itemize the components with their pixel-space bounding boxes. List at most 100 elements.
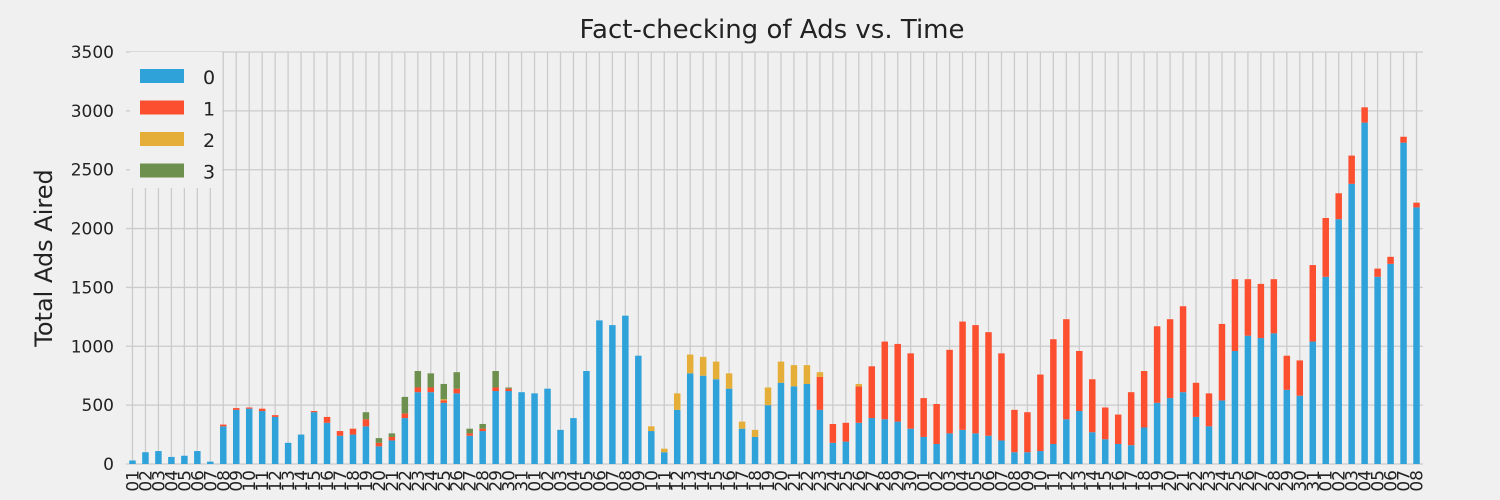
bar-series-0 — [362, 426, 370, 464]
bar-series-3 — [505, 387, 512, 389]
x-tick-label: 16 — [720, 470, 740, 492]
bar-series-1 — [323, 416, 331, 423]
bar-series-1 — [427, 387, 435, 393]
x-tick-label: 06 — [188, 470, 208, 492]
bar-series-0 — [453, 393, 460, 464]
x-tick-label: 17 — [331, 470, 351, 492]
x-tick-label: 15 — [305, 470, 325, 492]
legend-label-1: 1 — [203, 99, 215, 121]
bar-series-0 — [686, 373, 694, 464]
bar-series-1 — [388, 436, 396, 441]
bar-series-1 — [1192, 382, 1200, 417]
x-tick-label: 31 — [513, 470, 533, 492]
x-tick-label: 07 — [201, 470, 221, 492]
bar-series-0 — [310, 412, 318, 464]
bar-series-3 — [427, 373, 435, 388]
x-tick-label: 26 — [448, 470, 468, 492]
x-tick-label: 11 — [253, 470, 273, 492]
bar-series-0 — [1153, 402, 1161, 464]
bar-series-1 — [959, 321, 966, 430]
bar-series-1 — [1037, 374, 1044, 452]
x-tick-label: 28 — [474, 470, 494, 492]
x-tick-label: 08 — [214, 470, 234, 492]
bar-series-0 — [1011, 452, 1018, 464]
x-tick-label: 03 — [941, 470, 961, 492]
x-tick-label: 12 — [668, 470, 688, 492]
bar-series-1 — [1050, 339, 1057, 444]
bar-series-0 — [1114, 443, 1122, 464]
bar-series-1 — [1296, 360, 1304, 396]
bar-series-0 — [414, 392, 422, 464]
bar-series-2 — [673, 393, 681, 410]
x-tick-label: 25 — [435, 470, 455, 492]
bar-series-0 — [168, 456, 175, 464]
bar-series-0 — [1179, 392, 1187, 464]
bar-series-0 — [1387, 263, 1394, 464]
y-tick-label: 500 — [82, 396, 114, 416]
bar-series-0 — [1348, 183, 1355, 464]
bar-series-2 — [712, 361, 720, 380]
bar-series-2 — [777, 361, 785, 383]
bar-series-1 — [1205, 393, 1213, 427]
bar-series-0 — [194, 451, 201, 464]
bar-series-0 — [284, 442, 292, 464]
bar-series-1 — [505, 388, 512, 392]
bar-series-0 — [207, 461, 214, 464]
y-tick-label: 2000 — [71, 220, 114, 240]
x-tick-label: 03 — [149, 470, 169, 492]
bar-series-3 — [440, 383, 448, 400]
bar-series-2 — [790, 365, 798, 387]
x-tick-label: 14 — [1083, 470, 1103, 492]
y-tick-label: 3000 — [71, 102, 114, 122]
x-tick-label: 23 — [811, 470, 831, 492]
x-tick-label: 10 — [1031, 470, 1051, 492]
legend-label-0: 0 — [203, 67, 215, 89]
bar-series-1 — [1011, 409, 1018, 453]
x-tick-label: 09 — [629, 470, 649, 492]
bar-series-0 — [673, 409, 681, 464]
bar-series-0 — [1413, 207, 1420, 464]
bar-series-1 — [233, 408, 240, 410]
x-tick-label: 14 — [292, 470, 312, 492]
bar-series-1 — [492, 387, 499, 392]
x-tick-label: 04 — [1356, 470, 1376, 492]
bar-series-1 — [1400, 136, 1407, 143]
bar-series-1 — [842, 422, 850, 442]
bar-series-0 — [725, 388, 733, 464]
bar-series-2 — [803, 365, 811, 384]
bar-series-1 — [1127, 392, 1135, 446]
x-tick-label: 01 — [123, 470, 143, 492]
x-tick-label: 07 — [992, 470, 1012, 492]
bar-series-0 — [907, 428, 914, 464]
bar-series-3 — [414, 371, 422, 388]
bar-series-1 — [998, 353, 1005, 441]
bar-series-0 — [1166, 398, 1174, 464]
bar-series-1 — [258, 408, 266, 412]
x-tick-label: 01 — [526, 470, 546, 492]
x-tick-label: 27 — [461, 470, 481, 492]
bar-series-0 — [1270, 333, 1278, 464]
bar-series-1 — [479, 428, 486, 432]
x-tick-label: 24 — [824, 470, 844, 492]
x-tick-label: 13 — [1070, 470, 1090, 492]
bar-series-0 — [622, 315, 629, 464]
bar-series-1 — [868, 366, 876, 419]
x-tick-label: 19 — [357, 470, 377, 492]
x-tick-label: 12 — [1057, 470, 1077, 492]
bar-series-0 — [388, 440, 396, 464]
x-tick-label: 21 — [785, 470, 805, 492]
bar-series-0 — [635, 355, 642, 464]
bar-series-1 — [1413, 202, 1420, 208]
bar-series-1 — [1140, 371, 1148, 428]
bar-series-0 — [271, 416, 279, 464]
y-tick-label: 2500 — [71, 161, 114, 181]
x-tick-label: 18 — [1135, 470, 1155, 492]
bar-series-3 — [375, 438, 383, 443]
x-tick-label: 25 — [837, 470, 857, 492]
bar-series-0 — [894, 421, 901, 464]
x-tick-label: 01 — [1317, 470, 1337, 492]
bar-series-0 — [790, 386, 798, 464]
bar-series-0 — [505, 391, 512, 464]
bar-series-1 — [946, 349, 953, 434]
x-tick-label: 04 — [162, 470, 182, 492]
